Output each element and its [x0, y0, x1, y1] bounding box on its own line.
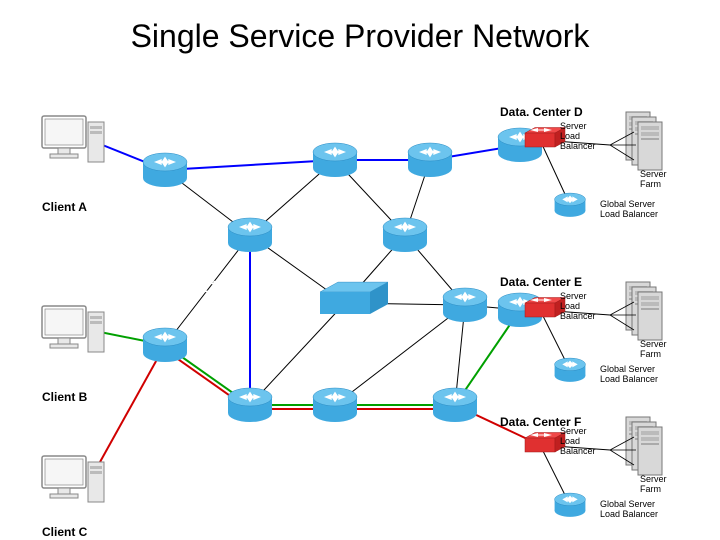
router-icon	[433, 388, 477, 422]
slb-label: ServerLoadBalancer	[560, 122, 596, 152]
router-icon	[443, 288, 487, 322]
server-farm-icon	[610, 112, 662, 170]
server-farm-label: ServerFarm	[640, 340, 667, 360]
client-pc-icon	[42, 116, 104, 162]
load-balancer-icon	[525, 433, 565, 453]
router-icon	[143, 328, 187, 362]
router-icon	[143, 153, 187, 187]
switch-icon	[203, 281, 388, 314]
datacenter-label: Data. Center E	[500, 275, 582, 289]
router-icon	[228, 388, 272, 422]
gslb-label: Global ServerLoad Balancer	[600, 500, 658, 520]
client-label: Client A	[42, 200, 87, 214]
client-pc-icon	[42, 456, 104, 502]
server-farm-label: ServerFarm	[640, 475, 667, 495]
network-link	[165, 235, 250, 345]
slb-label: ServerLoadBalancer	[560, 292, 596, 322]
server-farm-icon	[610, 417, 662, 475]
router-icon	[408, 143, 452, 177]
load-balancer-icon	[525, 298, 565, 318]
server-farm-label: ServerFarm	[640, 170, 667, 190]
gslb-label: Global ServerLoad Balancer	[600, 200, 658, 220]
diagram-canvas	[0, 0, 720, 540]
client-label: Client C	[42, 525, 87, 539]
server-farm-icon	[610, 282, 662, 340]
router-icon	[383, 218, 427, 252]
router-icon	[555, 358, 586, 382]
router-icon	[313, 143, 357, 177]
datacenter-label: Data. Center D	[500, 105, 583, 119]
router-icon	[313, 388, 357, 422]
gslb-label: Global ServerLoad Balancer	[600, 365, 658, 385]
router-icon	[555, 493, 586, 517]
router-icon	[555, 193, 586, 217]
client-pc-icon	[42, 306, 104, 352]
load-balancer-icon	[525, 128, 565, 148]
client-label: Client B	[42, 390, 87, 404]
router-icon	[228, 218, 272, 252]
slb-label: ServerLoadBalancer	[560, 427, 596, 457]
network-link	[165, 160, 335, 170]
network-link	[90, 345, 165, 480]
